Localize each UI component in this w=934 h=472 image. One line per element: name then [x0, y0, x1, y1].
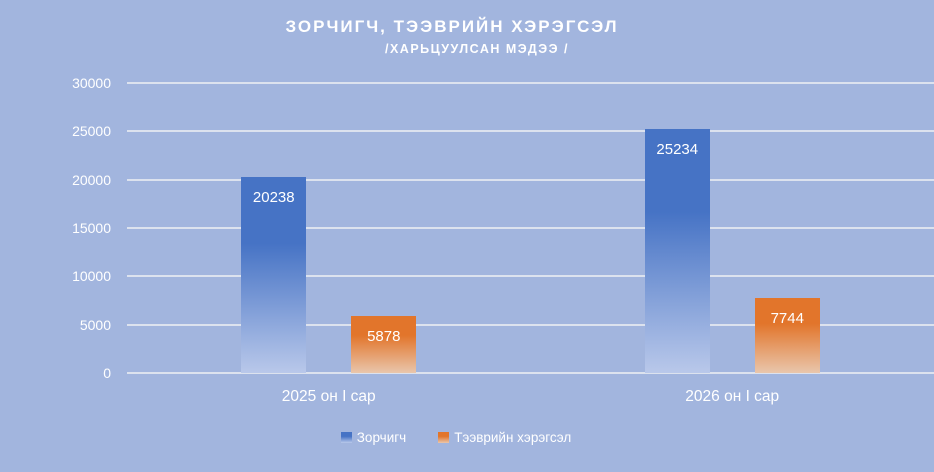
legend-label: Тээврийн хэрэгсэл: [454, 430, 572, 445]
y-axis-tick-label: 5000: [79, 316, 111, 333]
gridline: [127, 227, 934, 229]
bar-value-label: 20238: [252, 189, 295, 207]
y-axis-tick-label: 25000: [72, 123, 111, 140]
y-axis-tick-label: 0: [103, 365, 111, 381]
gridline: [127, 130, 934, 133]
gridline: [127, 82, 934, 84]
chart-subtitle: /ХАРЬЦУУЛСАН МЭДЭЭ /: [384, 42, 569, 56]
bar-vehicle: 7744: [754, 298, 820, 373]
bar-value-label: 5878: [367, 328, 401, 346]
x-axis-category-label: 2026 он I сар: [685, 388, 780, 405]
chart-title: ЗОРЧИГЧ, ТЭЭВРИЙН ХЭРЭГСЭЛ: [285, 17, 619, 36]
gridline: [127, 323, 934, 326]
bar-vehicle: 5878: [351, 316, 417, 373]
y-axis-tick-label: 20000: [72, 171, 111, 188]
legend-item-passenger: Зорчигч: [340, 430, 407, 445]
y-axis-tick-label: 15000: [72, 220, 111, 236]
legend: Зорчигч Тээврийн хэрэгсэл: [0, 430, 912, 445]
bar-value-label: 7744: [770, 310, 804, 328]
legend-label: Зорчигч: [356, 430, 407, 445]
y-axis-tick-label: 30000: [72, 75, 111, 91]
bar-passenger: 25234: [644, 129, 710, 373]
bar-value-label: 25234: [656, 141, 699, 159]
bar-passenger: 20238: [241, 177, 307, 373]
y-axis-tick-label: 10000: [72, 268, 111, 285]
gridline: [127, 178, 934, 181]
gridline: [127, 372, 934, 374]
legend-item-vehicle: Тээврийн хэрэгсэл: [438, 430, 571, 445]
x-axis-category-label: 2025 он I сар: [281, 388, 376, 405]
gridline: [127, 275, 934, 278]
legend-swatch-icon: [340, 432, 352, 443]
legend-swatch-icon: [438, 432, 450, 443]
